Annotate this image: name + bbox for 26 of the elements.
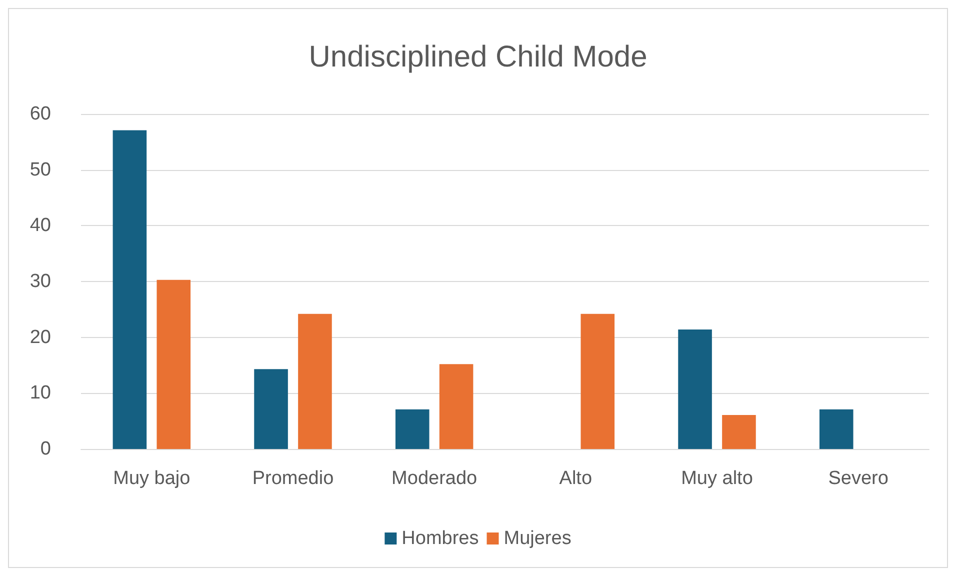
bar [819,409,854,449]
legend-label: Mujeres [504,528,572,549]
bar [722,414,756,449]
x-tick-label: Alto [559,468,592,489]
chart-title: Undisciplined Child Mode [308,40,648,74]
bar [439,364,474,449]
legend-label: Hombres [402,528,479,549]
y-tick-label: 0 [40,438,51,460]
x-tick-label: Severo [828,468,888,489]
y-tick-label: 60 [30,104,51,124]
y-tick-label: 10 [30,382,51,404]
bar [678,330,712,449]
bar [156,280,191,449]
bar [112,130,147,449]
x-tick-label: Muy bajo [113,468,190,489]
y-tick-label: 30 [30,271,51,292]
bar [298,314,332,449]
y-tick-label: 20 [30,326,51,348]
y-tick-label: 50 [30,159,51,180]
bar [395,409,430,449]
bar [580,314,615,449]
bar [254,369,288,449]
x-tick-label: Muy alto [681,468,753,489]
x-tick-label: Moderado [392,468,478,489]
y-tick-label: 40 [30,215,51,236]
x-tick-label: Promedio [252,468,334,489]
